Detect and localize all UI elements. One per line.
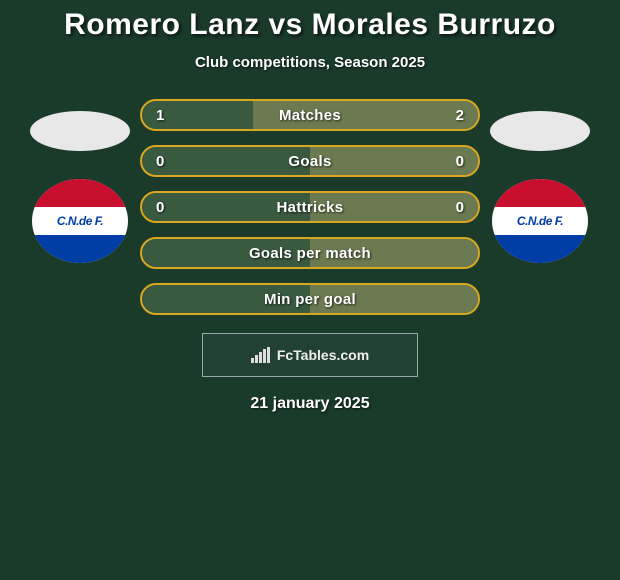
watermark-text: FcTables.com xyxy=(277,347,369,363)
stat-label: Min per goal xyxy=(142,291,478,308)
chart-icon xyxy=(251,347,271,363)
stats-column: 12Matches 00Goals 00Hattricks Goals per mat… xyxy=(140,99,480,315)
stat-bar: 00Goals xyxy=(140,145,480,177)
comparison-card: Romero Lanz vs Morales Burruzo Club comp… xyxy=(0,0,620,413)
stat-label: Goals per match xyxy=(142,245,478,262)
stat-bar: 00Hattricks xyxy=(140,191,480,223)
badge-stripe-bottom xyxy=(492,235,588,263)
left-player-col: C.N.de F. xyxy=(20,99,140,263)
left-badge-text: C.N.de F. xyxy=(32,207,128,236)
main-row: C.N.de F. 12Matches 00Goals 00Hattricks Goa… xyxy=(0,99,620,315)
stat-bar: Goals per match xyxy=(140,237,480,269)
date-label: 21 january 2025 xyxy=(250,395,369,413)
right-player-col: C.N.de F. xyxy=(480,99,600,263)
watermark-box: FcTables.com xyxy=(202,333,418,377)
stat-bar: Min per goal xyxy=(140,283,480,315)
stat-label: Goals xyxy=(142,153,478,170)
subtitle: Club competitions, Season 2025 xyxy=(195,54,425,71)
badge-stripe-top xyxy=(32,179,128,207)
stat-bar: 12Matches xyxy=(140,99,480,131)
stat-label: Hattricks xyxy=(142,199,478,216)
stat-label: Matches xyxy=(142,107,478,124)
right-club-badge: C.N.de F. xyxy=(492,179,588,263)
badge-stripe-bottom xyxy=(32,235,128,263)
left-club-badge: C.N.de F. xyxy=(32,179,128,263)
right-badge-text: C.N.de F. xyxy=(492,207,588,236)
badge-stripe-top xyxy=(492,179,588,207)
right-avatar-placeholder xyxy=(490,111,590,151)
left-avatar-placeholder xyxy=(30,111,130,151)
page-title: Romero Lanz vs Morales Burruzo xyxy=(64,8,556,42)
